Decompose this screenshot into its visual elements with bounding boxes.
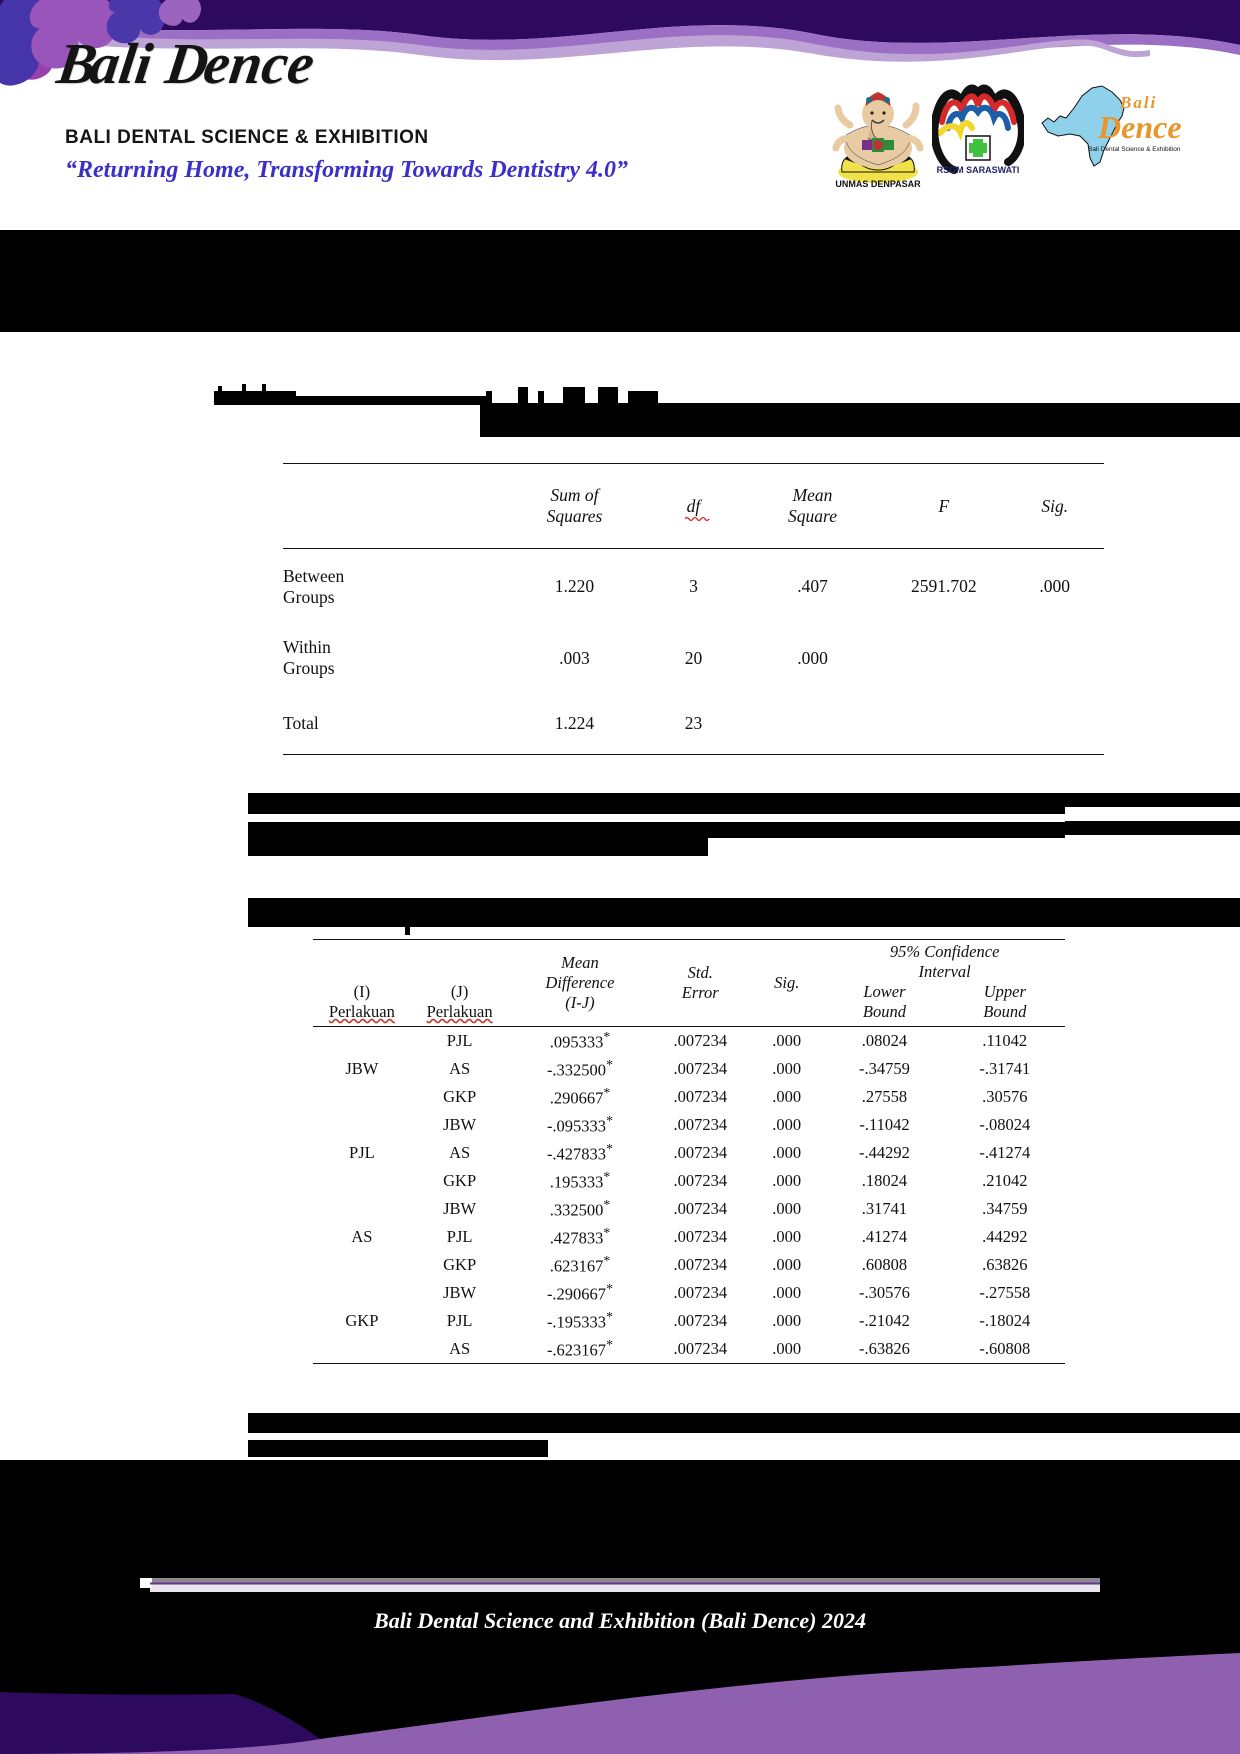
svg-text:Bali Dental Science & Exhibiti: Bali Dental Science & Exhibition bbox=[1088, 146, 1181, 153]
svg-text:Dence: Dence bbox=[1097, 109, 1182, 145]
